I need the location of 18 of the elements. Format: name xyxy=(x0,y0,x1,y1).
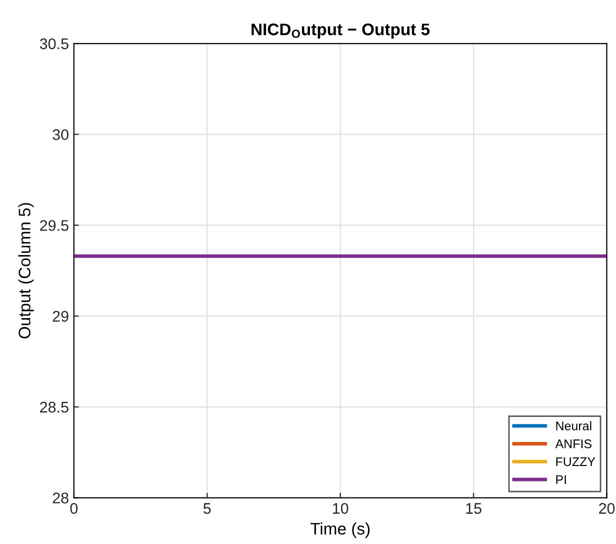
y-axis-title: Output (Column 5) xyxy=(18,203,34,338)
x-tick-label: 20 xyxy=(599,503,615,514)
x-tick-label: 10 xyxy=(333,503,348,514)
x-axis-title: Time (s) xyxy=(310,522,370,538)
legend-label: ANFIS xyxy=(555,439,592,448)
y-tick-label: 30.5 xyxy=(40,38,68,50)
y-tick-label: 29.5 xyxy=(40,220,68,231)
legend-label: PI xyxy=(556,475,566,484)
x-tick-label: 0 xyxy=(70,503,78,514)
legend-label: FUZZY xyxy=(556,457,596,466)
x-tick-label: 5 xyxy=(203,503,211,514)
chart-title: NICD$_{O}$utput − Output 5 xyxy=(252,24,430,39)
x-tick-label: 15 xyxy=(466,503,482,514)
y-tick-label: 30 xyxy=(52,129,68,140)
y-tick-label: 28 xyxy=(52,492,68,504)
y-tick-label: 29 xyxy=(52,310,68,322)
legend-label: Neural xyxy=(556,421,592,430)
y-tick-label: 28.5 xyxy=(40,402,68,413)
